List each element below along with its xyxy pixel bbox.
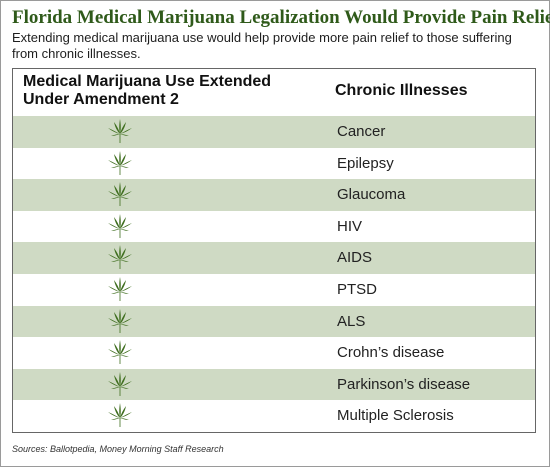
marijuana-leaf-icon [107,403,133,429]
illness-name: HIV [337,217,363,235]
illness-table: Medical Marijuana Use Extended Under Ame… [12,68,536,433]
marijuana-leaf-icon [107,245,133,271]
marijuana-leaf-icon [107,213,133,240]
table-row: ALS [13,305,535,338]
source-note: Sources: Ballotpedia, Money Morning Staf… [12,444,224,454]
illness-name: Parkinson’s disease [337,375,471,393]
illness-name: Crohn’s disease [337,344,445,362]
illness-name: Epilepsy [337,154,394,172]
illness-name: Glaucoma [337,186,406,204]
page-subtitle: Extending medical marijuana use would he… [12,30,512,61]
table-row: PTSD [13,273,535,306]
table-row: Cancer [13,116,535,148]
table-body: Cancer Epilepsy Glaucoma HIV AIDS PTSD ALS Croh… [13,116,535,432]
table-row: Parkinson’s disease [13,368,535,401]
marijuana-leaf-icon [107,150,133,177]
illness-name: PTSD [337,280,378,298]
table-row: Epilepsy [13,147,535,180]
illness-name: AIDS [337,249,373,267]
table-row: Glaucoma [13,179,535,211]
illness-name: Multiple Sclerosis [337,407,454,425]
table-row: AIDS [13,242,535,274]
marijuana-leaf-icon [107,119,133,145]
marijuana-leaf-icon [107,340,133,366]
table-header: Medical Marijuana Use Extended Under Ame… [13,69,535,116]
page-title: Florida Medical Marijuana Legalization W… [12,7,550,28]
table-row: HIV [13,210,535,243]
marijuana-leaf-icon [107,276,133,303]
column-header-chronic-illnesses: Chronic Illnesses [335,82,468,99]
marijuana-leaf-icon [107,371,133,398]
marijuana-leaf-icon [107,308,133,335]
illness-name: ALS [337,312,366,330]
column-header-marijuana-use: Medical Marijuana Use Extended Under Ame… [23,73,272,108]
table-row: Crohn’s disease [13,337,535,369]
table-row: Multiple Sclerosis [13,400,535,432]
marijuana-leaf-icon [107,182,133,208]
illness-name: Cancer [337,123,386,140]
